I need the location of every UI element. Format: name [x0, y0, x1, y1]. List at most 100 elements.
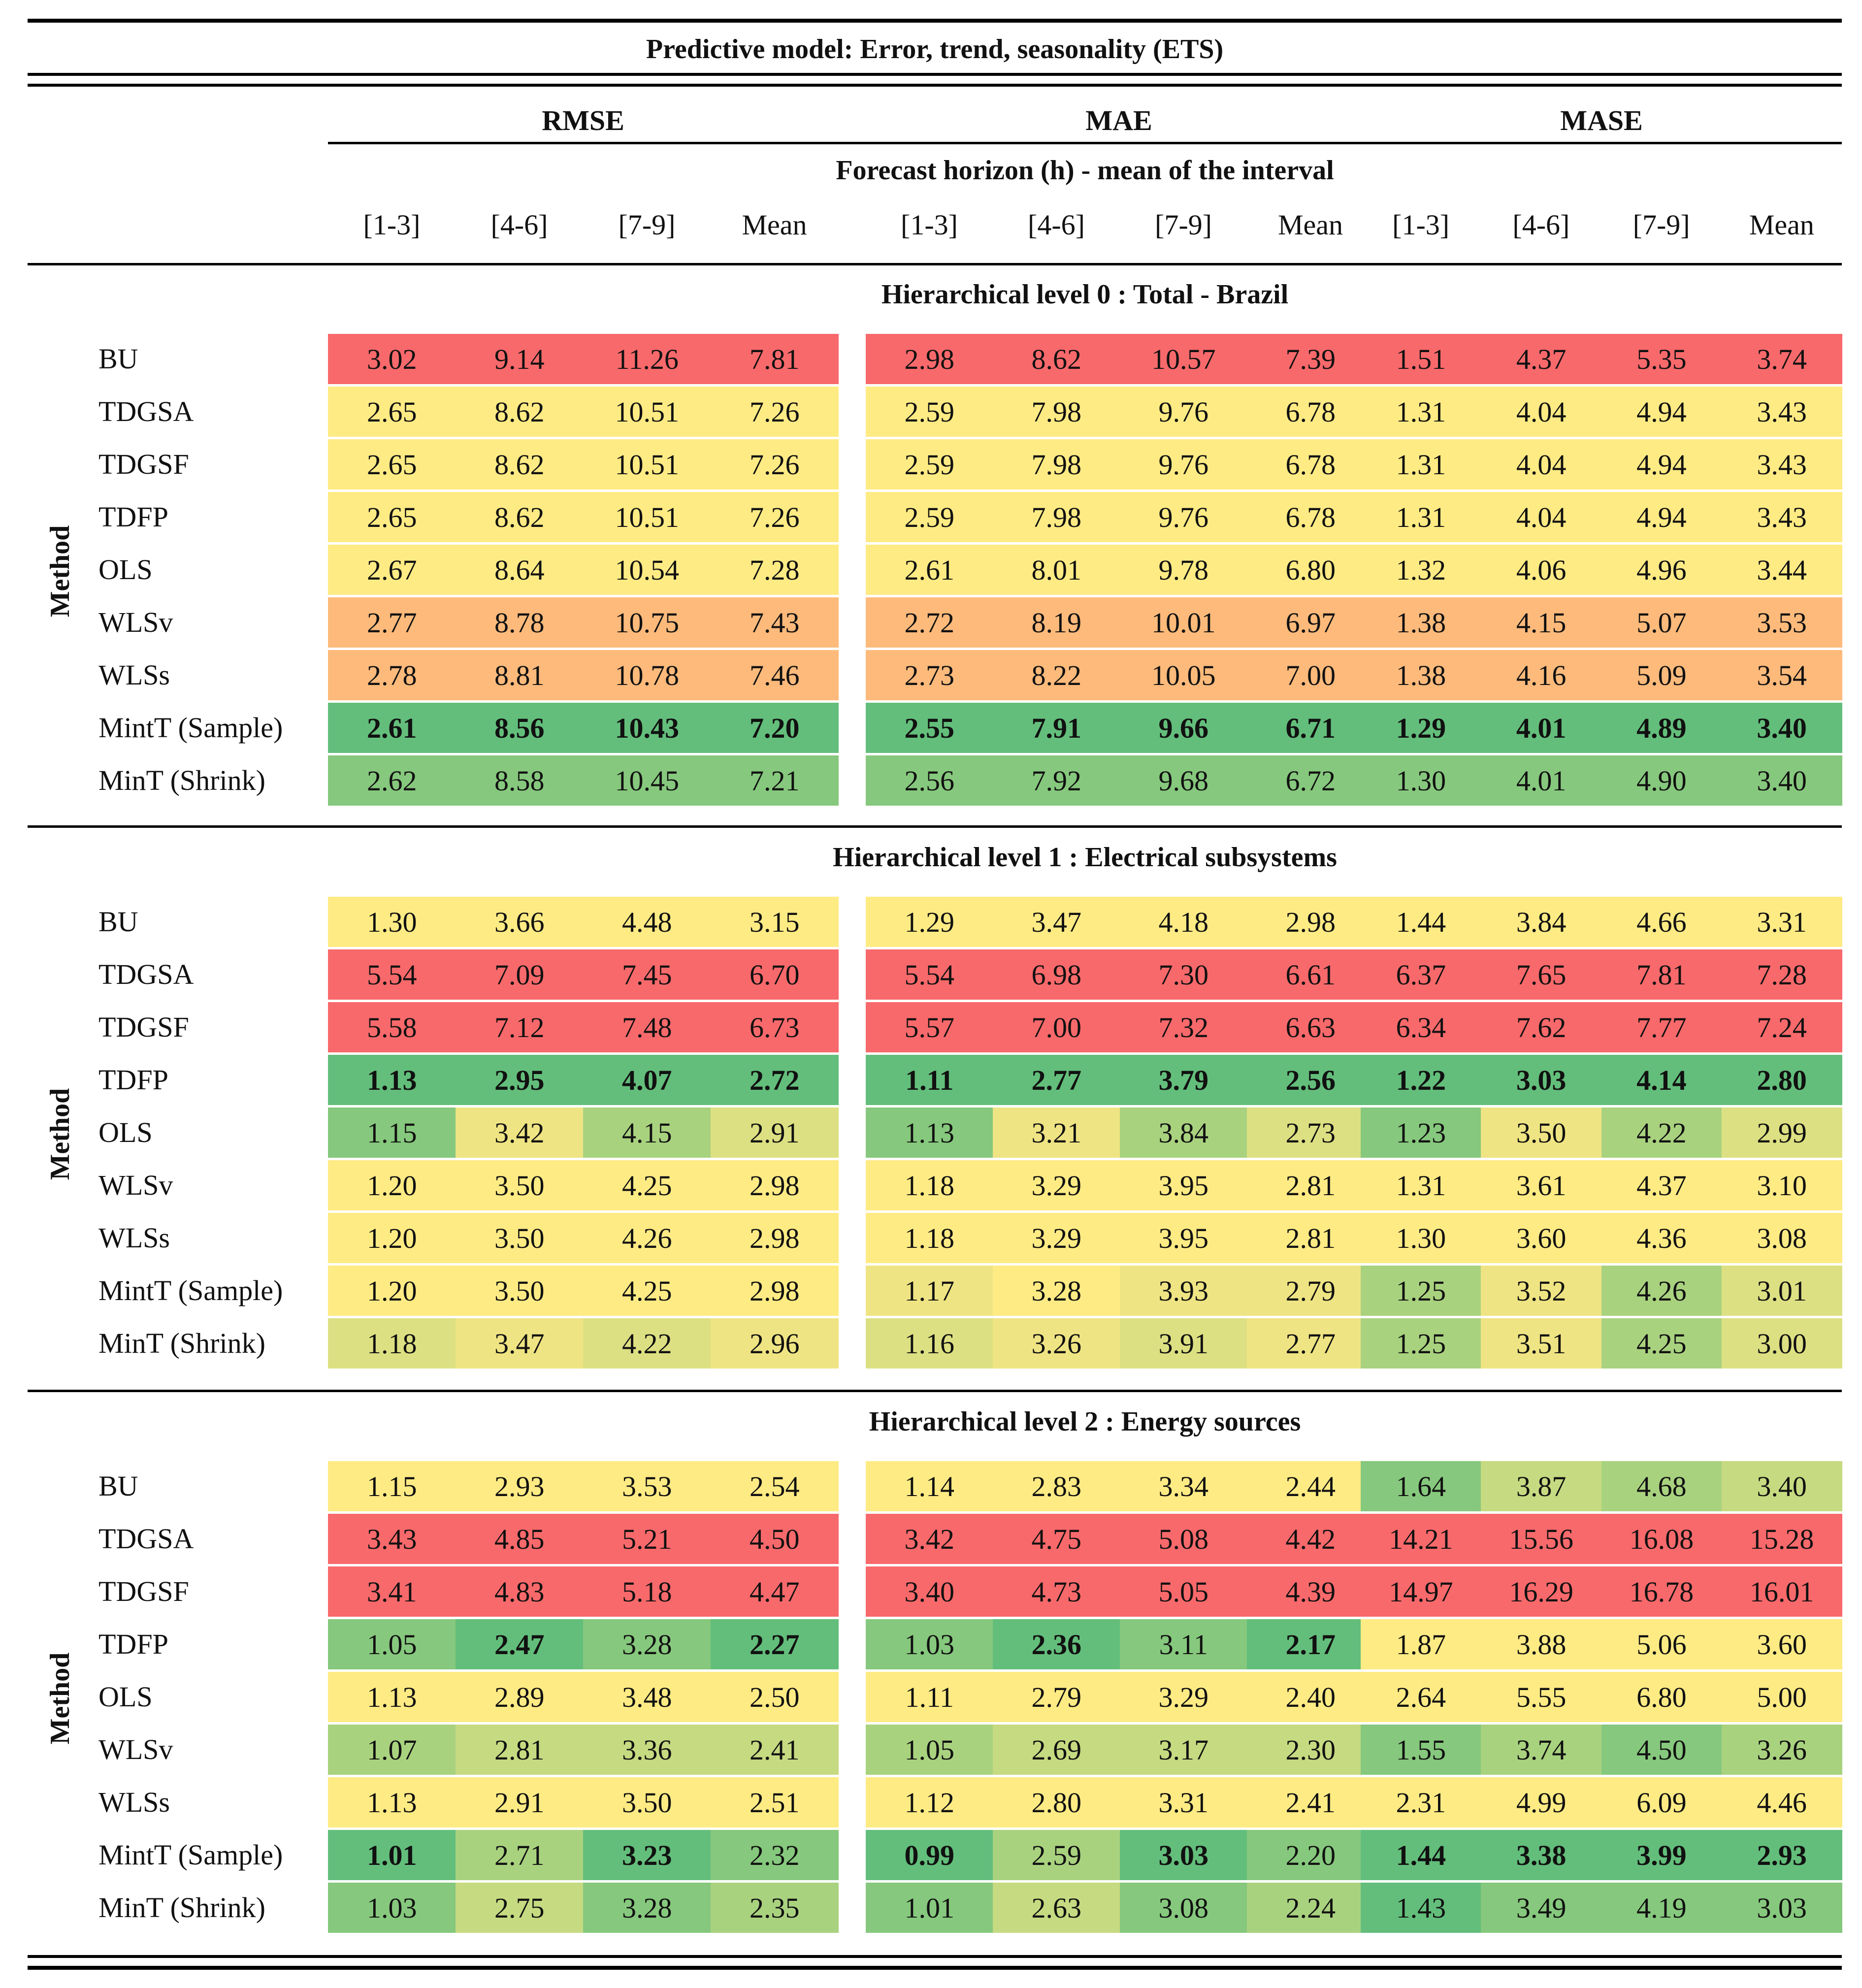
title-rule-1 [28, 73, 1842, 76]
table-cell: 1.20 [328, 1266, 456, 1316]
table-cell: 2.44 [1247, 1461, 1374, 1511]
table-cell: 1.25 [1361, 1318, 1481, 1369]
table-cell: 2.81 [1247, 1213, 1374, 1263]
table-cell: 8.78 [456, 597, 584, 648]
table-cell: 4.94 [1601, 387, 1722, 437]
table-cell: 1.20 [328, 1160, 456, 1210]
table-cell: 3.47 [993, 897, 1120, 947]
table-cell: 4.19 [1601, 1883, 1722, 1933]
table-cell: 2.98 [711, 1213, 839, 1263]
table-cell: 1.01 [866, 1883, 993, 1933]
table-cell: 3.54 [1721, 650, 1842, 700]
table-cell: 4.73 [993, 1566, 1120, 1617]
table-cell: 6.61 [1247, 949, 1374, 1000]
table-cell: 2.73 [866, 650, 993, 700]
table-cell: 3.00 [1721, 1318, 1842, 1369]
table-cell: 1.32 [1361, 545, 1481, 595]
table-cell: 4.07 [583, 1055, 711, 1105]
table-cell: 7.26 [711, 492, 839, 542]
table-cell: 14.97 [1361, 1566, 1481, 1617]
table-cell: 3.42 [866, 1514, 993, 1564]
table-cell: 1.29 [866, 897, 993, 947]
table-cell: 3.03 [1120, 1830, 1247, 1880]
table-cell: 7.28 [711, 545, 839, 595]
table-cell: 10.51 [583, 492, 711, 542]
table-cell: 6.37 [1361, 949, 1481, 1000]
table-cell: 3.60 [1721, 1619, 1842, 1669]
table-cell: 4.36 [1601, 1213, 1722, 1263]
table-cell: 2.72 [711, 1055, 839, 1105]
table-cell: 2.79 [1247, 1266, 1374, 1316]
table-cell: 7.98 [993, 492, 1120, 542]
column-header: [4-6] [1028, 209, 1085, 241]
level-title: Hierarchical level 2 : Energy sources [869, 1406, 1301, 1437]
table-cell: 9.76 [1120, 439, 1247, 489]
table-cell: 2.32 [711, 1830, 839, 1880]
table-cell: 3.79 [1120, 1055, 1247, 1105]
table-cell: 4.04 [1481, 439, 1601, 489]
table-cell: 3.40 [1721, 703, 1842, 753]
table-cell: 2.98 [1247, 897, 1374, 947]
method-label: MintT (Sample) [98, 712, 283, 744]
column-header: Mean [1277, 209, 1343, 241]
table-cell: 3.17 [1120, 1725, 1247, 1775]
table-cell: 9.14 [456, 334, 584, 384]
table-cell: 5.57 [866, 1002, 993, 1052]
table-cell: 4.90 [1601, 755, 1722, 806]
table-cell: 2.41 [711, 1725, 839, 1775]
table-cell: 4.14 [1601, 1055, 1722, 1105]
level-divider [28, 1390, 1842, 1392]
table-cell: 0.99 [866, 1830, 993, 1880]
table-cell: 2.50 [711, 1672, 839, 1722]
column-header: [4-6] [1512, 209, 1570, 241]
table-cell: 15.28 [1721, 1514, 1842, 1564]
table-cell: 16.08 [1601, 1514, 1722, 1564]
table-cell: 4.01 [1481, 755, 1601, 806]
table-cell: 4.01 [1481, 703, 1601, 753]
table-cell: 7.45 [583, 949, 711, 1000]
table-cell: 8.62 [456, 492, 584, 542]
table-cell: 1.25 [1361, 1266, 1481, 1316]
table-cell: 2.98 [866, 334, 993, 384]
table-cell: 3.28 [583, 1619, 711, 1669]
table-cell: 8.56 [456, 703, 584, 753]
table-cell: 4.15 [1481, 597, 1601, 648]
table-cell: 3.08 [1721, 1213, 1842, 1263]
table-cell: 3.28 [583, 1883, 711, 1933]
table-cell: 7.30 [1120, 949, 1247, 1000]
table-cell: 4.85 [456, 1514, 584, 1564]
table-cell: 1.44 [1361, 1830, 1481, 1880]
table-cell: 2.77 [1247, 1318, 1374, 1369]
table-cell: 2.81 [1247, 1160, 1374, 1210]
table-cell: 4.16 [1481, 650, 1601, 700]
table-cell: 6.98 [993, 949, 1120, 1000]
table-cell: 2.36 [993, 1619, 1120, 1669]
table-cell: 1.13 [328, 1777, 456, 1827]
table-cell: 3.95 [1120, 1213, 1247, 1263]
table-cell: 2.83 [993, 1461, 1120, 1511]
table-cell: 7.77 [1601, 1002, 1722, 1052]
table-cell: 1.05 [866, 1725, 993, 1775]
table-cell: 3.43 [1721, 439, 1842, 489]
method-label: BU [98, 1470, 138, 1502]
table-cell: 3.61 [1481, 1160, 1601, 1210]
table-cell: 3.52 [1481, 1266, 1601, 1316]
table-cell: 6.78 [1247, 492, 1374, 542]
table-cell: 4.26 [1601, 1266, 1722, 1316]
table-cell: 7.81 [1601, 949, 1722, 1000]
table-cell: 6.78 [1247, 439, 1374, 489]
table-cell: 3.99 [1601, 1830, 1722, 1880]
table-cell: 7.00 [993, 1002, 1120, 1052]
table-cell: 3.84 [1120, 1108, 1247, 1158]
table-cell: 7.00 [1247, 650, 1374, 700]
table-cell: 7.20 [711, 703, 839, 753]
table-cell: 4.75 [993, 1514, 1120, 1564]
table-cell: 1.03 [328, 1883, 456, 1933]
table-cell: 2.91 [711, 1108, 839, 1158]
table-cell: 2.30 [1247, 1725, 1374, 1775]
table-cell: 1.18 [328, 1318, 456, 1369]
method-label: TDGSA [98, 395, 194, 427]
table-cell: 2.69 [993, 1725, 1120, 1775]
table-cell: 8.01 [993, 545, 1120, 595]
table-cell: 4.04 [1481, 387, 1601, 437]
